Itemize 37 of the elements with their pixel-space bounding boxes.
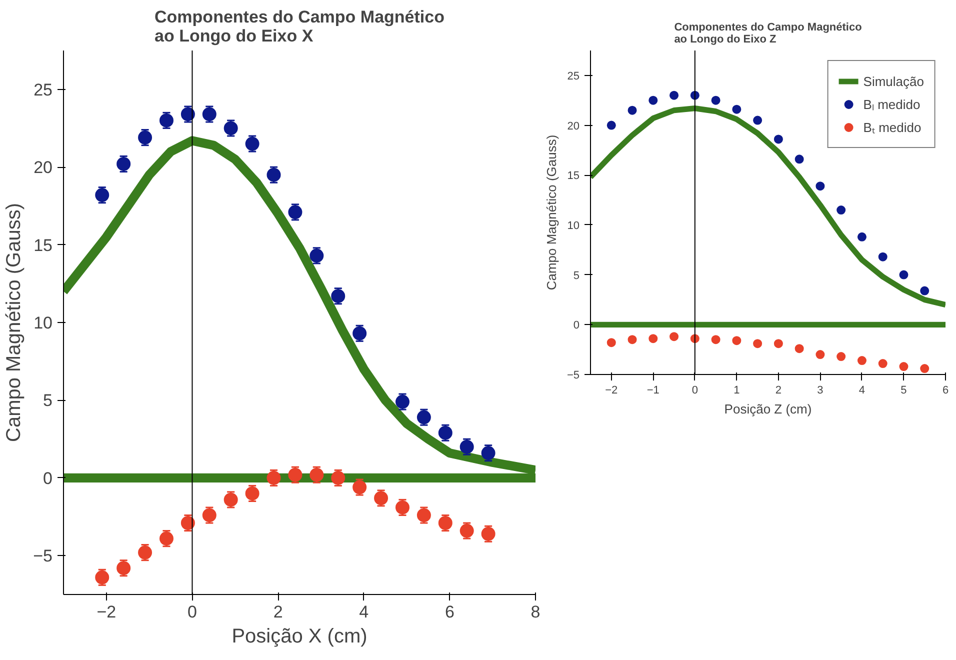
chart-title: Componentes do Campo Magnético ao Longo do Eixo Z: [674, 22, 862, 46]
y-axis-title: Campo Magnético (Gauss): [3, 203, 26, 442]
y-tick-label: −5: [566, 370, 580, 382]
y-tick-label: 25: [34, 80, 53, 100]
x-tick-label: 0: [692, 384, 698, 396]
y-tick-label: 0: [43, 468, 53, 488]
y-tick-label: 10: [34, 314, 53, 332]
x-axis-title: Posição X (cm): [232, 626, 368, 648]
chart-title: Componentes do Campo Magnético ao Longo do Eixo X: [154, 8, 444, 46]
x-tick-label: −2: [96, 602, 116, 622]
x-tick-label: −2: [605, 384, 618, 396]
x-tick-label: 2: [273, 602, 283, 622]
y-tick-label: 10: [567, 220, 580, 232]
y-axis-title: Campo Magnético (Gauss): [544, 134, 559, 290]
y-tick-label: 20: [34, 158, 53, 178]
y-tick-label: 5: [573, 270, 580, 282]
y-tick-label: 20: [567, 120, 580, 132]
x-tick-label: 0: [188, 602, 197, 622]
x-tick-label: 3: [817, 384, 824, 396]
x-tick-label: 4: [359, 602, 369, 622]
x-tick-label: 5: [900, 384, 907, 396]
y-tick-label: 15: [567, 170, 580, 182]
x-tick-label: 1: [734, 384, 740, 396]
y-tick-label: 25: [567, 70, 580, 82]
x-axis-title: Posição Z (cm): [724, 402, 812, 416]
x-tick-label: 8: [530, 602, 540, 622]
legend-label: Bₗ medido: [863, 96, 920, 113]
x-tick-label: 2: [775, 384, 782, 396]
x-tick-label: 6: [942, 384, 949, 396]
legend-label: Simulação: [863, 74, 924, 88]
y-tick-label: −5: [33, 546, 53, 566]
x-tick-label: 4: [858, 384, 866, 396]
x-tick-label: −1: [646, 384, 660, 396]
y-tick-label: 15: [34, 236, 53, 255]
y-tick-label: 0: [573, 320, 580, 332]
legend-label: Bₜ medido: [863, 119, 922, 136]
x-tick-label: 6: [444, 602, 454, 622]
